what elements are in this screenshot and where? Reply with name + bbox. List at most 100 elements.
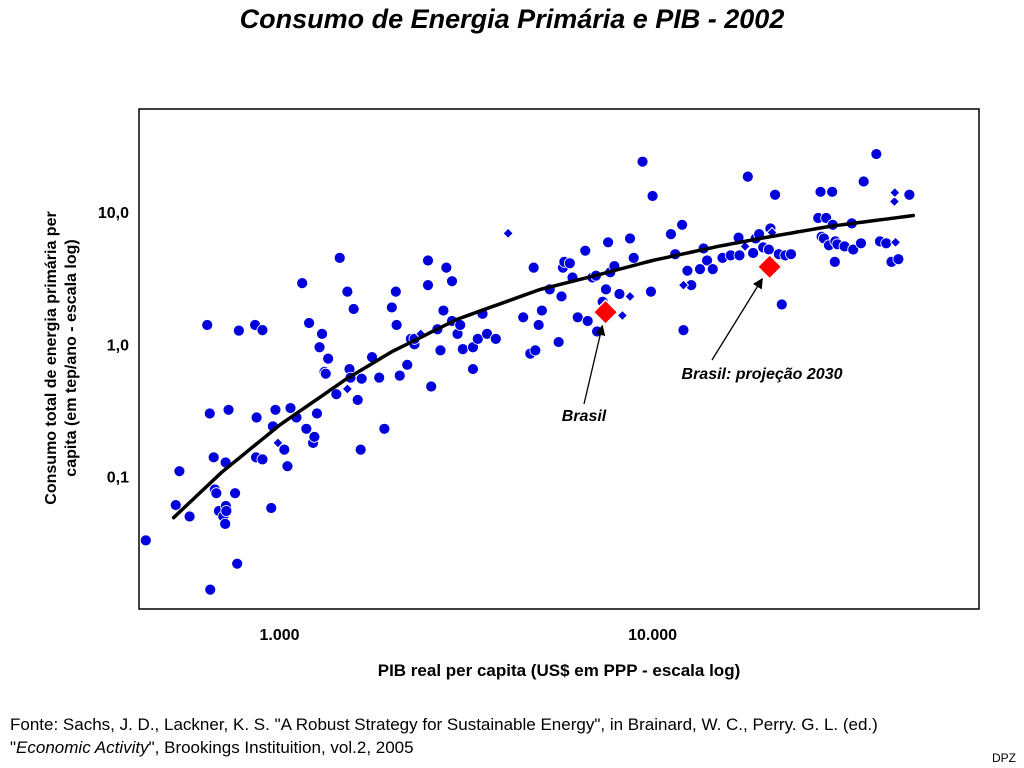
y-axis-title-line: Consumo total de energia primária per bbox=[43, 211, 60, 504]
plot-area bbox=[138, 108, 980, 610]
data-point bbox=[434, 344, 447, 357]
data-point-diamond bbox=[677, 279, 690, 291]
data-point bbox=[747, 247, 760, 259]
data-point bbox=[579, 244, 592, 257]
data-point bbox=[330, 388, 343, 401]
data-point bbox=[139, 534, 152, 547]
data-point bbox=[624, 232, 636, 245]
annotation-arrow bbox=[711, 277, 763, 361]
data-point bbox=[355, 372, 368, 385]
data-point bbox=[385, 301, 398, 314]
data-point bbox=[256, 324, 269, 337]
x-axis-title: PIB real per capita (US$ em PPP - escala… bbox=[378, 661, 741, 680]
data-point bbox=[201, 319, 214, 331]
highlight-points bbox=[592, 253, 783, 326]
y-axis-title: Consumo total de energia primária per cap… bbox=[43, 211, 80, 504]
data-point bbox=[527, 261, 540, 274]
x-tick-label: 1.000 bbox=[260, 627, 300, 644]
data-point bbox=[826, 185, 839, 198]
data-point bbox=[706, 263, 719, 276]
data-point bbox=[602, 236, 615, 249]
data-point bbox=[373, 371, 386, 384]
chart-title: Consumo de Energia Primária e PIB - 2002 bbox=[239, 4, 785, 34]
data-point bbox=[389, 285, 402, 298]
data-point bbox=[571, 311, 584, 324]
y-tick-label: 0,1 bbox=[107, 470, 129, 487]
data-point bbox=[532, 319, 545, 331]
data-point bbox=[645, 285, 657, 298]
data-point bbox=[220, 505, 233, 517]
highlight-point bbox=[756, 253, 783, 280]
data-point bbox=[393, 369, 406, 382]
source-citation: Fonte: Sachs, J. D., Lackner, K. S. "A R… bbox=[10, 713, 910, 759]
data-point bbox=[183, 510, 196, 523]
trend-line-group bbox=[171, 213, 916, 520]
author-credit: DPZ bbox=[992, 751, 1016, 765]
data-point bbox=[250, 411, 263, 424]
data-point bbox=[489, 332, 502, 345]
data-point bbox=[467, 363, 479, 375]
data-point bbox=[401, 358, 414, 371]
data-point bbox=[296, 277, 309, 290]
data-point bbox=[316, 327, 328, 340]
data-point bbox=[319, 367, 332, 380]
data-point bbox=[354, 443, 367, 456]
data-point bbox=[535, 304, 548, 317]
data-point bbox=[422, 279, 434, 292]
data-point-diamond bbox=[889, 186, 901, 199]
data-point bbox=[814, 185, 827, 198]
data-point bbox=[303, 317, 315, 329]
data-point bbox=[281, 460, 294, 473]
data-point bbox=[173, 465, 186, 478]
data-point bbox=[646, 190, 659, 202]
data-point bbox=[269, 403, 282, 416]
data-point bbox=[880, 237, 893, 250]
data-point bbox=[308, 430, 321, 443]
data-point bbox=[231, 557, 244, 570]
data-point bbox=[481, 327, 493, 340]
data-point bbox=[222, 403, 235, 416]
data-point bbox=[204, 583, 217, 596]
data-point bbox=[341, 285, 354, 298]
source-text-italic: Economic Activity bbox=[16, 738, 149, 757]
data-point-diamond bbox=[889, 236, 902, 249]
data-point bbox=[229, 487, 241, 500]
data-point bbox=[676, 218, 689, 231]
annotation-label: Brasil: projeção 2030 bbox=[682, 366, 843, 383]
x-tick-label: 10.000 bbox=[628, 627, 677, 644]
data-point bbox=[300, 422, 313, 435]
data-point bbox=[636, 155, 649, 168]
data-point bbox=[555, 290, 568, 303]
annotations: Brasil Brasil: projeção 2030 bbox=[562, 277, 843, 425]
data-point bbox=[322, 352, 335, 365]
y-axis-title-line: capita (em tep/ano - escala log) bbox=[63, 239, 80, 476]
axis-ticks: 1.000 10.000 0,1 1,0 10,0 bbox=[98, 205, 677, 644]
data-point bbox=[219, 517, 232, 530]
data-point bbox=[265, 502, 278, 514]
data-point-diamond bbox=[341, 383, 354, 395]
data-point bbox=[870, 148, 883, 160]
source-text-start: Fonte: Sachs, J. D., Lackner, K. S. "A R… bbox=[10, 715, 878, 757]
data-point bbox=[581, 315, 594, 327]
data-point bbox=[284, 402, 297, 414]
data-point bbox=[256, 453, 269, 466]
data-point-diamond bbox=[624, 290, 636, 303]
data-point bbox=[437, 304, 450, 317]
data-point bbox=[207, 451, 220, 464]
data-point bbox=[333, 251, 346, 264]
data-point bbox=[311, 407, 323, 420]
source-text-end: ", Brookings Instituition, vol.2, 2005 bbox=[148, 738, 414, 757]
data-point bbox=[769, 188, 781, 201]
data-point bbox=[681, 264, 694, 277]
data-point bbox=[733, 249, 746, 262]
data-point bbox=[627, 251, 640, 264]
data-point bbox=[694, 263, 706, 276]
data-point bbox=[677, 324, 690, 337]
data-point bbox=[701, 254, 713, 267]
annotation-arrow bbox=[583, 324, 606, 405]
data-point bbox=[855, 237, 867, 250]
data-point bbox=[517, 311, 530, 324]
data-point bbox=[351, 394, 364, 406]
data-point bbox=[313, 341, 326, 354]
